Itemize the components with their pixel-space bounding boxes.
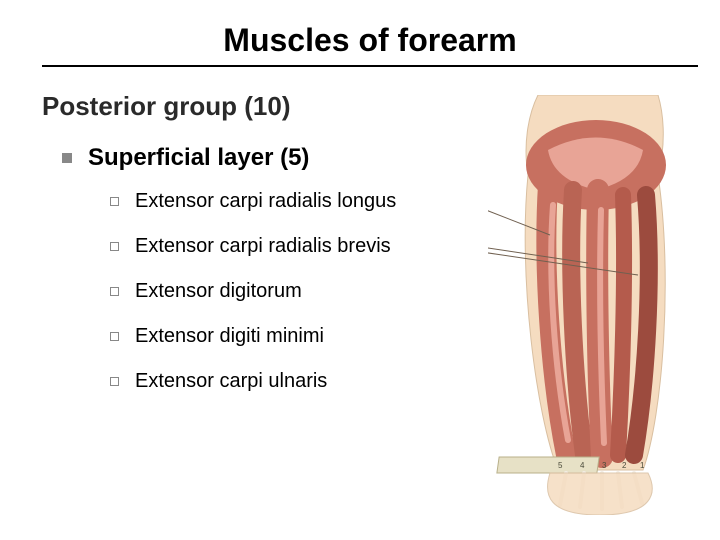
wrist-label: 4 <box>580 461 585 470</box>
slide: Muscles of forearm Posterior group (10) … <box>0 0 720 540</box>
skin-hand <box>547 473 652 515</box>
open-square-bullet-icon <box>110 287 119 296</box>
level1-text: Superficial layer (5) <box>88 144 309 172</box>
open-square-bullet-icon <box>110 197 119 206</box>
wrist-label: 2 <box>622 461 627 470</box>
open-square-bullet-icon <box>110 377 119 386</box>
square-bullet-icon <box>62 153 72 163</box>
forearm-svg: 5 4 3 2 1 <box>488 95 698 515</box>
list-item-text: Extensor carpi radialis brevis <box>135 235 391 258</box>
title-underline <box>42 65 698 67</box>
wrist-label: 3 <box>602 461 607 470</box>
open-square-bullet-icon <box>110 332 119 341</box>
wrist-label: 5 <box>558 461 563 470</box>
wrist-label: 1 <box>640 461 645 470</box>
forearm-illustration: 5 4 3 2 1 <box>488 95 698 515</box>
list-item-text: Extensor carpi ulnaris <box>135 370 327 393</box>
list-item-text: Extensor digitorum <box>135 280 302 303</box>
slide-title: Muscles of forearm <box>42 22 698 59</box>
muscle-edm <box>618 195 624 455</box>
list-item-text: Extensor digiti minimi <box>135 325 324 348</box>
list-item-text: Extensor carpi radialis longus <box>135 190 396 213</box>
open-square-bullet-icon <box>110 242 119 251</box>
